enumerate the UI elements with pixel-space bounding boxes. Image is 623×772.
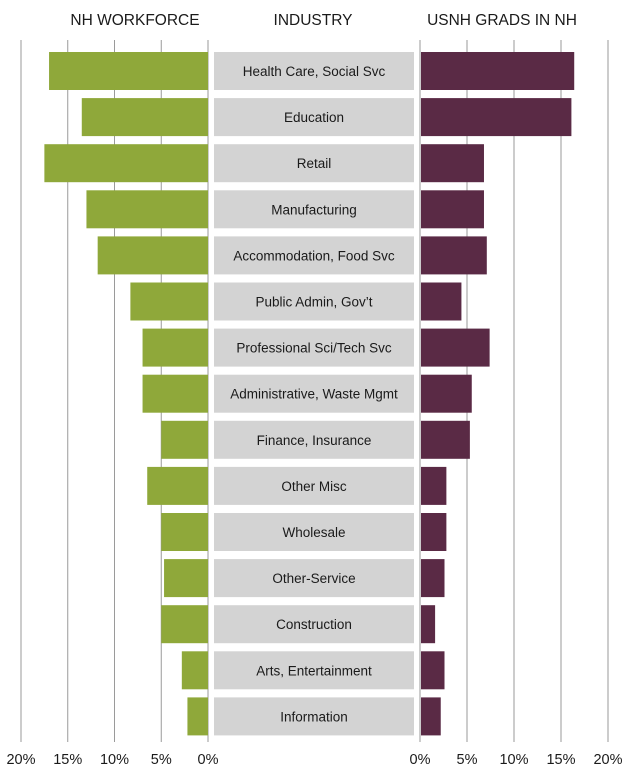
industry-label-box [214,190,414,229]
industry-label: Retail [297,156,332,171]
bar-usnh-grads [421,559,445,598]
industry-label: Other Misc [281,479,347,494]
industry-label: Other-Service [272,571,355,586]
industry-label-box [214,420,414,459]
bar-usnh-grads [421,466,447,505]
industry-label: Manufacturing [271,202,357,217]
industry-label-box [214,466,414,505]
tick-label-left: 5% [151,752,172,768]
bar-usnh-grads [421,697,441,736]
tick-label-left: 20% [6,752,35,768]
tick-label-left: 15% [53,752,82,768]
bar-usnh-grads [421,513,447,551]
industry-label-box [214,374,414,413]
bar-usnh-grads [421,282,462,321]
bar-usnh-grads [421,420,470,459]
bar-usnh-grads [421,52,575,90]
industry-label-box [214,52,414,90]
industry-label-box [214,328,414,367]
industry-label: Finance, Insurance [257,433,372,448]
bar-nh-workforce [97,236,208,275]
industry-label-box [214,559,414,598]
tick-label-left: 10% [100,752,129,768]
bar-nh-workforce [142,328,208,367]
bar-nh-workforce [81,98,208,137]
industry-label: Accommodation, Food Svc [233,248,395,263]
bar-nh-workforce [130,282,208,321]
industry-label: Professional Sci/Tech Svc [236,341,392,356]
bar-nh-workforce [187,697,208,736]
right-axis-ticks: 0% 5% 10% 15% 20% [410,752,623,768]
industry-label-box [214,98,414,137]
tick-label-right: 0% [410,752,431,768]
tick-label-right: 5% [457,752,478,768]
industry-label: Construction [276,617,352,632]
bar-usnh-grads [421,374,472,413]
left-panel-header: NH WORKFORCE [70,12,199,29]
industry-label: Wholesale [282,525,345,540]
tick-label-left: 0% [198,752,219,768]
bar-nh-workforce [49,52,208,90]
bar-usnh-grads [421,144,484,183]
industry-label-box [214,697,414,736]
bar-usnh-grads [421,605,436,644]
bar-nh-workforce [142,374,208,413]
right-panel-header: USNH GRADS IN NH [427,12,577,29]
bar-nh-workforce [161,420,208,459]
industry-label-box [214,144,414,183]
tick-label-right: 20% [593,752,622,768]
bar-nh-workforce [147,466,208,505]
left-axis-ticks: 20% 15% 10% 5% 0% [6,752,218,768]
industry-label-box [214,605,414,644]
usnh-grads-bars [421,52,575,736]
bar-usnh-grads [421,651,445,690]
industry-label: Information [280,709,348,724]
industry-label: Arts, Entertainment [256,663,372,678]
industry-label-box [214,236,414,275]
nh-workforce-bars [44,52,208,736]
bar-usnh-grads [421,236,487,275]
center-panel-header: INDUSTRY [274,12,353,29]
industry-label: Health Care, Social Svc [243,64,386,79]
bar-nh-workforce [181,651,208,690]
bar-usnh-grads [421,190,484,229]
bar-nh-workforce [86,190,208,229]
tick-label-right: 15% [546,752,575,768]
industry-label-box [214,282,414,321]
tick-label-right: 10% [499,752,528,768]
industry-label-box [214,651,414,690]
bar-usnh-grads [421,328,490,367]
industry-label: Education [284,110,344,125]
bar-nh-workforce [164,559,208,598]
industry-labels: Health Care, Social Svc Education Retail Ma… [214,52,414,736]
industry-label: Administrative, Waste Mgmt [230,387,398,402]
industry-label: Public Admin, Gov’t [255,295,372,310]
bar-nh-workforce [161,513,208,551]
bar-nh-workforce [161,605,208,644]
bar-nh-workforce [44,144,208,183]
industry-label-box [214,513,414,551]
bar-usnh-grads [421,98,572,137]
